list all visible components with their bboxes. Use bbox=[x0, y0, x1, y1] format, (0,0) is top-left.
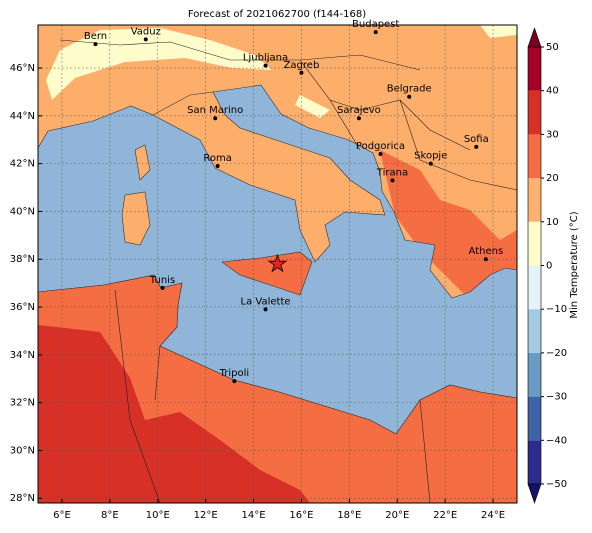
y-tick-label: 38°N bbox=[10, 254, 35, 265]
sardinia bbox=[121, 191, 151, 246]
colorbar-tick-label: 20 bbox=[546, 173, 559, 184]
corsica bbox=[134, 144, 151, 181]
city-dot bbox=[213, 116, 218, 121]
city-dot bbox=[232, 379, 237, 384]
city-label: Budapest bbox=[352, 19, 399, 30]
city-label: Tunis bbox=[149, 275, 175, 286]
y-tick-label: 42°N bbox=[10, 159, 35, 170]
colorbar-band bbox=[528, 396, 541, 441]
city-dot bbox=[93, 42, 98, 47]
colorbar-band bbox=[528, 440, 541, 484]
city-label: San Marino bbox=[187, 105, 243, 116]
colorbar-band bbox=[528, 265, 541, 310]
city-dot bbox=[160, 285, 165, 290]
y-tick-label: 40°N bbox=[10, 206, 35, 217]
colorbar-band bbox=[528, 90, 541, 135]
city-label: Ljubljana bbox=[243, 53, 288, 64]
y-tick-label: 28°N bbox=[10, 493, 35, 504]
city-label: Sarajevo bbox=[337, 105, 381, 116]
city-dot bbox=[428, 161, 433, 166]
colorbar-tick-label: 10 bbox=[546, 217, 559, 228]
city-label: Tripoli bbox=[219, 368, 250, 379]
city-label: Roma bbox=[203, 153, 232, 164]
x-tick-label: 16°E bbox=[289, 510, 313, 521]
city-label: La Valette bbox=[241, 296, 291, 307]
x-tick-label: 6°E bbox=[53, 510, 71, 521]
city-dot bbox=[390, 178, 395, 183]
colorbar-band bbox=[528, 352, 541, 397]
y-tick-label: 32°N bbox=[10, 398, 35, 409]
colorbar-band bbox=[528, 47, 541, 91]
colorbar-tick-label: 40 bbox=[546, 86, 559, 97]
colorbar-extend-low bbox=[527, 483, 542, 504]
y-tick-label: 36°N bbox=[10, 302, 35, 313]
colorbar-tick-label: −20 bbox=[546, 348, 567, 359]
y-tick-label: 34°N bbox=[10, 350, 35, 361]
x-tick-label: 22°E bbox=[433, 510, 457, 521]
colorbar-tick-label: −10 bbox=[546, 304, 567, 315]
colorbar-tick-label: 0 bbox=[546, 261, 552, 272]
city-dot bbox=[263, 307, 268, 312]
city-label: Vaduz bbox=[131, 26, 161, 37]
colorbar-band bbox=[528, 309, 541, 353]
cool-area bbox=[46, 25, 517, 118]
hot-area bbox=[38, 325, 310, 503]
colorbar-tick-label: 50 bbox=[546, 42, 559, 53]
city-label: Athens bbox=[469, 246, 504, 257]
y-tick-label: 44°N bbox=[10, 111, 35, 122]
city-dot bbox=[483, 257, 488, 262]
city-label: Tirana bbox=[376, 167, 408, 178]
city-dot bbox=[407, 94, 412, 99]
city-label: Podgorica bbox=[356, 141, 405, 152]
x-tick-label: 12°E bbox=[194, 510, 218, 521]
y-tick-label: 46°N bbox=[10, 63, 35, 74]
warm-area bbox=[380, 150, 517, 300]
colorbar-band bbox=[528, 178, 541, 222]
map-frame bbox=[37, 24, 518, 504]
colorbar-label: Min Temperature (°C) bbox=[569, 211, 580, 318]
city-label: Sofia bbox=[464, 134, 489, 145]
city-dot bbox=[143, 37, 148, 42]
city-dot bbox=[373, 30, 378, 35]
colorbar-band bbox=[528, 221, 541, 266]
city-dot bbox=[215, 164, 220, 169]
city-dot bbox=[263, 63, 268, 68]
location-marker bbox=[267, 253, 288, 273]
colorbar-tick-label: −40 bbox=[546, 435, 567, 446]
x-tick-label: 20°E bbox=[385, 510, 409, 521]
sicily bbox=[221, 251, 313, 296]
city-dot bbox=[356, 116, 361, 121]
colorbar-extend-high bbox=[527, 27, 542, 48]
city-dot bbox=[378, 152, 383, 157]
city-label: Zagreb bbox=[284, 60, 320, 71]
italy bbox=[152, 91, 386, 263]
city-label: Bern bbox=[84, 31, 107, 42]
city-dot bbox=[474, 144, 479, 149]
city-label: Skopje bbox=[414, 151, 447, 162]
gridlines bbox=[38, 25, 517, 503]
x-tick-label: 8°E bbox=[101, 510, 119, 521]
city-label: Belgrade bbox=[387, 84, 432, 95]
colorbar-tick-label: −30 bbox=[546, 392, 567, 403]
colorbar-tick-label: −50 bbox=[546, 479, 567, 490]
colorbar-tick-label: 30 bbox=[546, 129, 559, 140]
x-tick-label: 18°E bbox=[337, 510, 361, 521]
colorbar-band bbox=[528, 134, 541, 179]
x-tick-label: 24°E bbox=[481, 510, 505, 521]
map-title: Forecast of 2021062700 (f144-168) bbox=[188, 9, 366, 20]
x-tick-label: 14°E bbox=[242, 510, 266, 521]
y-tick-label: 30°N bbox=[10, 445, 35, 456]
city-dot bbox=[299, 70, 304, 75]
x-tick-label: 10°E bbox=[146, 510, 170, 521]
